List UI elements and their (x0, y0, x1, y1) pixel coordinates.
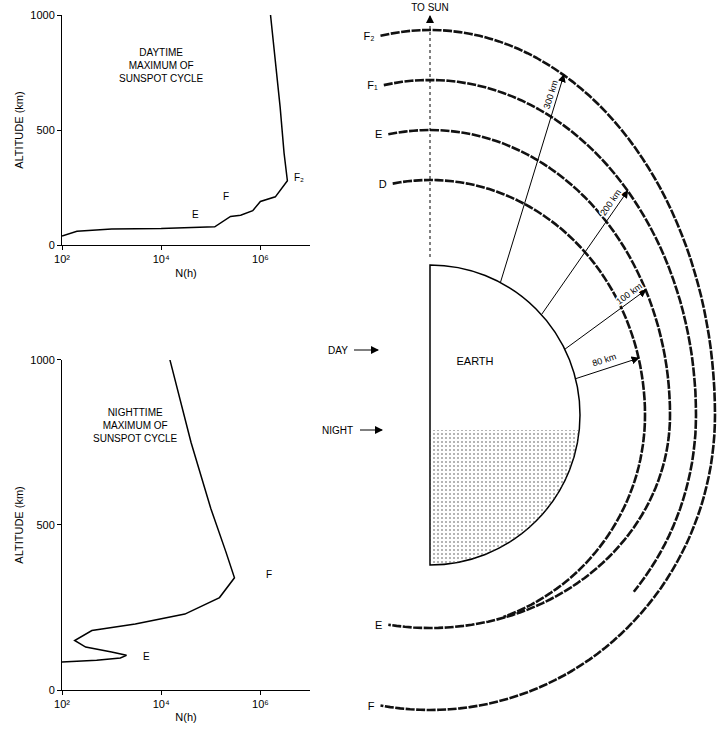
svg-text:F₁: F₁ (367, 79, 378, 91)
svg-text:N(h): N(h) (175, 711, 196, 723)
svg-text:1000: 1000 (30, 9, 54, 21)
svg-text:F₂: F₂ (294, 172, 304, 183)
svg-text:NIGHTTIMEMAXIMUM OFSUNSPOT CYC: NIGHTTIMEMAXIMUM OFSUNSPOT CYCLE (93, 407, 178, 444)
svg-text:E: E (375, 619, 382, 631)
svg-text:10²: 10² (54, 698, 70, 710)
svg-text:TO SUN: TO SUN (411, 2, 449, 13)
svg-text:300 km: 300 km (542, 79, 560, 110)
svg-text:E: E (375, 128, 382, 140)
svg-text:F: F (223, 191, 229, 202)
svg-text:DAYTIMEMAXIMUM OFSUNSPOT CYCLE: DAYTIMEMAXIMUM OFSUNSPOT CYCLE (119, 47, 204, 84)
svg-text:E: E (192, 209, 199, 220)
svg-text:F: F (368, 700, 375, 712)
svg-text:10⁴: 10⁴ (153, 698, 170, 710)
svg-text:N(h): N(h) (175, 267, 196, 279)
svg-text:F₂: F₂ (364, 30, 375, 42)
svg-text:0: 0 (49, 239, 55, 251)
svg-text:200 km: 200 km (598, 187, 623, 217)
svg-text:100 km: 100 km (614, 281, 644, 307)
svg-text:10⁴: 10⁴ (153, 253, 170, 265)
svg-text:EARTH: EARTH (456, 355, 493, 367)
svg-text:ALTITUDE (km): ALTITUDE (km) (13, 91, 25, 168)
svg-text:DAY: DAY (328, 345, 348, 356)
svg-text:E: E (143, 651, 150, 662)
svg-text:10⁶: 10⁶ (252, 253, 269, 265)
svg-text:1000: 1000 (30, 354, 54, 366)
svg-text:NIGHT: NIGHT (322, 425, 353, 436)
svg-text:F: F (266, 569, 272, 580)
svg-text:10²: 10² (54, 253, 70, 265)
svg-text:ALTITUDE (km): ALTITUDE (km) (13, 486, 25, 563)
svg-text:10⁶: 10⁶ (252, 698, 269, 710)
svg-text:D: D (379, 178, 387, 190)
svg-text:500: 500 (36, 519, 54, 531)
svg-text:0: 0 (49, 684, 55, 696)
svg-text:80 km: 80 km (591, 351, 617, 368)
svg-text:500: 500 (36, 124, 54, 136)
